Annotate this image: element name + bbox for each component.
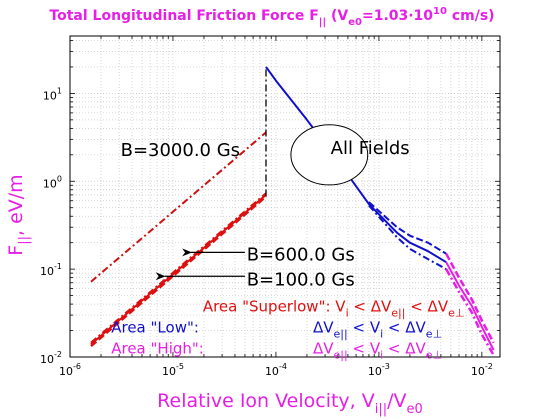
chart-title: Total Longitudinal Friction Force F|| (V… bbox=[49, 6, 494, 28]
x-tick-exp: -6 bbox=[73, 362, 81, 371]
title-paren: (V bbox=[326, 8, 348, 24]
x-tick-exp: -4 bbox=[279, 362, 287, 371]
x-tick-label: 10-5 bbox=[162, 362, 184, 378]
plot-frame bbox=[69, 35, 501, 358]
legend-low-label: Area "Low": bbox=[111, 319, 199, 337]
x-tick-label: 10-3 bbox=[368, 362, 390, 378]
legend-low-d: ΔV bbox=[313, 319, 334, 337]
x-tick-base: 10 bbox=[368, 365, 382, 378]
y-tick-base: 10 bbox=[40, 265, 54, 278]
y-tick-exp: -2 bbox=[54, 350, 62, 359]
ylabel-unit: , eV/m bbox=[5, 174, 27, 236]
series-line bbox=[368, 201, 447, 255]
legend-superlow: Area "Superlow": Vi < ΔVe|| < ΔVe⊥ bbox=[203, 297, 465, 319]
xlabel-sub: i|| bbox=[375, 402, 387, 417]
xlabel-slash: /V bbox=[387, 390, 406, 412]
all-fields-label: All Fields bbox=[331, 138, 410, 159]
legend-high-lt1: < V bbox=[348, 339, 381, 357]
legend-high-d: ΔV bbox=[313, 339, 334, 357]
legend-high-label: Area "High": bbox=[111, 339, 204, 357]
title-psub: e0 bbox=[348, 17, 362, 28]
title-sup: 10 bbox=[433, 6, 447, 17]
legend-high-sub3: e⊥ bbox=[426, 348, 442, 361]
x-tick-label: 10-4 bbox=[265, 362, 287, 378]
series-line bbox=[90, 194, 267, 345]
legend-low-sub1: e|| bbox=[334, 328, 348, 341]
x-tick-label: 10-6 bbox=[59, 362, 81, 378]
x-tick-base: 10 bbox=[265, 365, 279, 378]
title-main: Total Longitudinal Friction Force F bbox=[49, 8, 318, 24]
ylabel-sub: || bbox=[17, 236, 32, 245]
legend-low-sub2: i bbox=[380, 328, 383, 341]
tick-marks bbox=[69, 36, 500, 358]
legend-high-formula: ΔVe|| < Vi < ΔVe⊥ bbox=[313, 339, 442, 361]
grid-lines bbox=[69, 36, 500, 358]
series-line bbox=[90, 195, 267, 348]
legend-superlow-head: Area "Superlow": V bbox=[203, 297, 346, 315]
legend-low-formula: ΔVe|| < Vi < ΔVe⊥ bbox=[313, 319, 442, 341]
legend-low-sub3: e⊥ bbox=[426, 328, 442, 341]
x-tick-exp: -2 bbox=[485, 362, 493, 371]
all-fields-ellipse bbox=[290, 124, 369, 186]
x-tick-exp: -5 bbox=[176, 362, 184, 371]
x-tick-exp: -3 bbox=[382, 362, 390, 371]
series-line bbox=[445, 261, 495, 351]
legend-low-lt2: < ΔV bbox=[383, 319, 426, 337]
y-tick-base: 10 bbox=[43, 177, 57, 190]
legend-high-lt2: < ΔV bbox=[383, 339, 426, 357]
xlabel-main: Relative Ion Velocity, V bbox=[157, 390, 375, 412]
b100-label: B=100.0 Gs bbox=[247, 270, 355, 291]
y-tick-exp: -1 bbox=[54, 262, 62, 271]
x-tick-base: 10 bbox=[59, 365, 73, 378]
y-tick-exp: 1 bbox=[57, 86, 62, 95]
series-line bbox=[265, 66, 447, 264]
title-unit: cm/s) bbox=[447, 8, 495, 24]
title-sub: || bbox=[319, 17, 326, 28]
legend-superlow-sub2: e⊥ bbox=[448, 306, 464, 319]
series-group bbox=[90, 66, 495, 356]
x-tick-base: 10 bbox=[162, 365, 176, 378]
legend-high-sub2: i bbox=[380, 348, 383, 361]
y-tick-label: 101 bbox=[43, 86, 62, 102]
ylabel-main: F bbox=[5, 245, 27, 256]
annotations: B=3000.0 Gs All Fields B=600.0 Gs B=100.0 G… bbox=[121, 124, 410, 291]
series-line bbox=[445, 253, 495, 344]
legend-superlow-lt1: < ΔV bbox=[349, 297, 392, 315]
series-line bbox=[90, 131, 267, 283]
legend-superlow-lt2: < ΔV bbox=[405, 297, 448, 315]
y-axis-label: F||, eV/m bbox=[5, 174, 32, 255]
title-eq: =1.03·10 bbox=[362, 8, 433, 24]
legend-superlow-sub: i bbox=[346, 306, 349, 319]
y-tick-label: 10-2 bbox=[40, 350, 62, 366]
legend-high-sub1: e|| bbox=[334, 348, 348, 361]
y-tick-exp: 0 bbox=[57, 174, 62, 183]
legend-low-lt1: < V bbox=[348, 319, 381, 337]
xlabel-sub2: e0 bbox=[407, 402, 423, 417]
series-line bbox=[445, 268, 495, 356]
b3000-label: B=3000.0 Gs bbox=[121, 140, 240, 161]
x-tick-base: 10 bbox=[471, 365, 485, 378]
y-tick-label: 10-1 bbox=[40, 262, 62, 278]
x-tick-label: 10-2 bbox=[471, 362, 493, 378]
series-line bbox=[90, 192, 267, 344]
y-tick-label: 100 bbox=[43, 174, 62, 190]
y-tick-base: 10 bbox=[40, 353, 54, 366]
legend-superlow-sub1: e|| bbox=[391, 306, 405, 319]
b600-label: B=600.0 Gs bbox=[247, 245, 355, 266]
y-tick-base: 10 bbox=[43, 89, 57, 102]
x-axis-label: Relative Ion Velocity, Vi||/Ve0 bbox=[157, 390, 423, 417]
legend: Area "Superlow": Vi < ΔVe|| < ΔVe⊥Area "… bbox=[111, 297, 464, 361]
